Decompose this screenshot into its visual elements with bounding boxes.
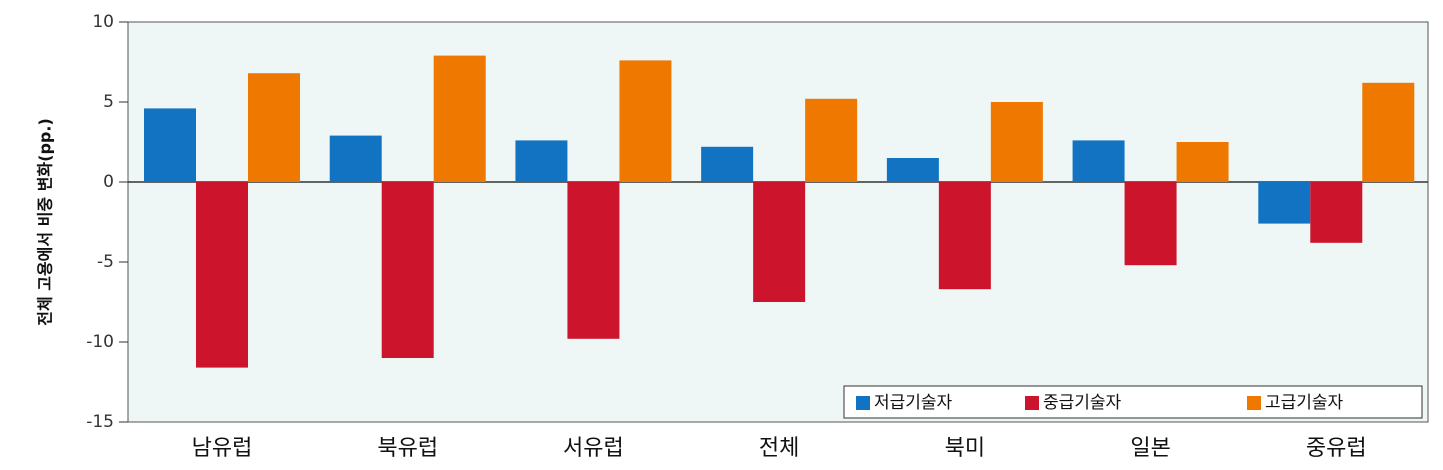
bar-high-skill-2	[619, 60, 672, 182]
legend-swatch-mid-skill	[1025, 396, 1039, 410]
y-tick-label: -10	[86, 332, 114, 352]
legend: 저급기술자 중급기술자 고급기술자	[843, 385, 1423, 419]
bar-low-skill-6	[1258, 182, 1311, 224]
bar-mid-skill-2	[567, 182, 620, 339]
bar-mid-skill-6	[1310, 182, 1363, 243]
bar-low-skill-5	[1072, 140, 1125, 182]
bar-low-skill-0	[144, 108, 196, 182]
bar-low-skill-4	[886, 158, 939, 182]
bar-mid-skill-3	[753, 182, 806, 302]
y-tick-label: 5	[103, 92, 114, 112]
x-category-label: 서유럽	[563, 436, 624, 461]
x-category-label: 북미	[945, 436, 985, 461]
bar-low-skill-3	[701, 146, 754, 182]
x-category-label: 전체	[759, 436, 799, 461]
bar-low-skill-1	[329, 135, 382, 182]
x-category-label: 일본	[1130, 436, 1170, 461]
bar-high-skill-3	[805, 98, 858, 182]
bars-group	[144, 55, 1415, 368]
bar-high-skill-6	[1362, 82, 1415, 182]
legend-swatch-high-skill	[1247, 396, 1261, 410]
y-tick-label: -15	[86, 412, 114, 432]
bar-low-skill-2	[515, 140, 568, 182]
bar-high-skill-0	[248, 73, 300, 182]
y-tick-label: 10	[92, 12, 114, 32]
bar-mid-skill-0	[196, 182, 248, 368]
bar-mid-skill-1	[381, 182, 434, 358]
legend-swatch-low-skill	[856, 396, 870, 410]
y-axis-label: 전체 고용에서 비중 변화(pp.)	[36, 118, 55, 326]
x-axis-categories: 남유럽 북유럽 서유럽 전체 북미 일본 중유럽	[192, 436, 1367, 461]
y-tick-label: 0	[103, 172, 114, 192]
x-category-label: 남유럽	[192, 436, 253, 461]
bar-high-skill-4	[990, 102, 1043, 182]
bar-mid-skill-4	[938, 182, 991, 290]
bar-high-skill-5	[1176, 142, 1229, 182]
legend-label-mid-skill: 중급기술자	[1043, 393, 1122, 413]
y-tick-label: -5	[97, 252, 114, 272]
x-category-label: 중유럽	[1306, 436, 1367, 461]
legend-box	[843, 385, 1423, 419]
bar-mid-skill-5	[1124, 182, 1177, 266]
legend-label-low-skill: 저급기술자	[874, 393, 953, 413]
legend-label-high-skill: 고급기술자	[1265, 393, 1344, 413]
bar-high-skill-1	[433, 55, 486, 182]
x-category-label: 북유럽	[377, 436, 438, 461]
y-axis: 10 5 0 -5 -10 -15	[86, 12, 128, 432]
